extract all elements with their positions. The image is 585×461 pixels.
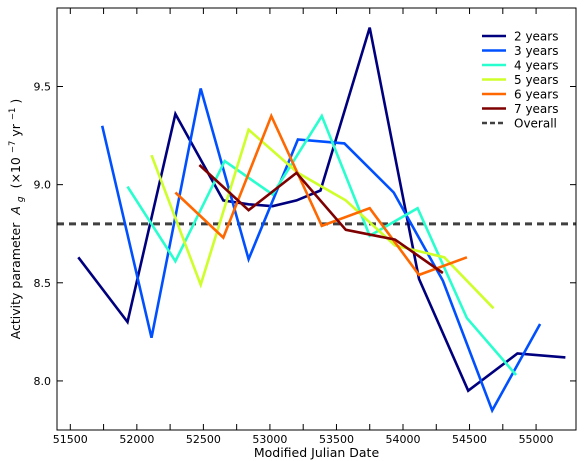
x-tick-label: 53500: [319, 433, 354, 446]
y-tick-label: 8.0: [34, 375, 52, 388]
legend-label: 7 years: [514, 102, 558, 116]
plot-frame: [56, 7, 577, 431]
legend-label: 6 years: [514, 88, 558, 102]
x-axis-title: Modified Julian Date: [254, 445, 380, 460]
y-tick-label: 9.0: [34, 179, 52, 192]
y-axis-title: Activity parameter A g (×10 −7 yr −1 ): [3, 99, 26, 340]
x-tick-label: 52000: [119, 433, 154, 446]
legend-label: Overall: [514, 117, 557, 131]
series-line-4: [150, 127, 495, 310]
series-line-6: [198, 164, 444, 275]
x-tick-label: 53000: [252, 433, 287, 446]
series-line-1: [77, 27, 566, 393]
series-line-5: [174, 112, 468, 277]
legend-label: 4 years: [514, 59, 558, 73]
x-tick-label: 55000: [519, 433, 554, 446]
legend-label: 5 years: [514, 73, 558, 87]
plot-area: [57, 27, 576, 414]
series-line-2: [100, 88, 542, 414]
y-tick-label: 8.5: [34, 277, 52, 290]
x-tick-label: 51500: [53, 433, 88, 446]
legend-label: 3 years: [514, 44, 558, 58]
x-tick-label: 54000: [386, 433, 421, 446]
x-tick-label: 52500: [186, 433, 221, 446]
series-line-3: [126, 113, 518, 376]
axes: 51500 52000 52500 53000 53500 54000 54500 55000…: [34, 7, 577, 446]
y-tick-label: 9.5: [34, 81, 52, 94]
legend-label: 2 years: [514, 30, 558, 44]
x-tick-label: 54500: [452, 433, 487, 446]
